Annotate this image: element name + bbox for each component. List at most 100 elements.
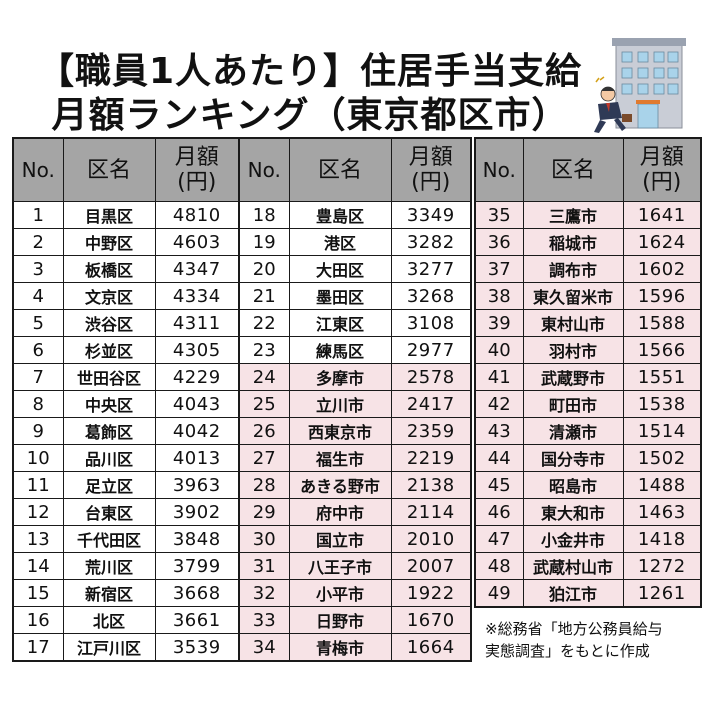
municipality-name: 品川区 <box>62 444 156 472</box>
municipality-name: 中央区 <box>62 390 156 418</box>
source-note-line2: 実態調査」をもとに作成 <box>485 642 650 660</box>
municipality-name: 北区 <box>62 606 156 634</box>
rank-number: 32 <box>238 579 290 607</box>
municipality-name: 狛江市 <box>522 579 624 608</box>
municipality-name: 小平市 <box>288 579 392 607</box>
header-amount-unit: (円) <box>642 170 682 195</box>
allowance-amount: 3848 <box>154 525 240 553</box>
table-row: 36 稲城市 1624 <box>474 228 702 256</box>
office-building-businessman-icon <box>594 38 686 133</box>
municipality-name: 渋谷区 <box>62 309 156 337</box>
municipality-name: 台東区 <box>62 498 156 526</box>
header-amount-unit: (円) <box>411 170 451 195</box>
municipality-name: 文京区 <box>62 282 156 310</box>
allowance-amount: 2417 <box>390 390 472 418</box>
table-row: 38 東久留米市 1596 <box>474 282 702 310</box>
table-row: 23 練馬区 2977 <box>238 336 472 364</box>
rank-number: 38 <box>474 282 524 310</box>
header-name: 区名 <box>288 137 392 202</box>
municipality-name: 中野区 <box>62 228 156 256</box>
rank-number: 26 <box>238 417 290 445</box>
municipality-name: 清瀬市 <box>522 417 624 445</box>
allowance-amount: 1538 <box>622 390 702 418</box>
rank-number: 4 <box>12 282 64 310</box>
municipality-name: 葛飾区 <box>62 417 156 445</box>
table-row: 30 国立市 2010 <box>238 525 472 553</box>
allowance-amount: 1272 <box>622 552 702 580</box>
table-row: 41 武蔵野市 1551 <box>474 363 702 391</box>
page-title-line1: 【職員1人あたり】住居手当支給 <box>37 51 583 92</box>
header-amount: 月額 (円) <box>154 137 240 202</box>
allowance-amount: 3902 <box>154 498 240 526</box>
allowance-amount: 3963 <box>154 471 240 499</box>
municipality-name: 昭島市 <box>522 471 624 499</box>
header-no: No. <box>474 137 524 202</box>
table-row: 20 大田区 3277 <box>238 255 472 283</box>
table-row: 37 調布市 1602 <box>474 255 702 283</box>
table3-body: 35 三鷹市 1641 36 稲城市 1624 37 調布市 1602 38 東久留米市 1596 39… <box>474 201 702 608</box>
rank-number: 14 <box>12 552 64 580</box>
rank-number: 49 <box>474 579 524 608</box>
municipality-name: 港区 <box>288 228 392 256</box>
allowance-amount: 1670 <box>390 606 472 634</box>
rank-number: 16 <box>12 606 64 634</box>
municipality-name: あきる野市 <box>288 471 392 499</box>
rank-number: 40 <box>474 336 524 364</box>
allowance-amount: 4603 <box>154 228 240 256</box>
table-row: 49 狛江市 1261 <box>474 579 702 608</box>
allowance-amount: 1502 <box>622 444 702 472</box>
municipality-name: 練馬区 <box>288 336 392 364</box>
table-row: 42 町田市 1538 <box>474 390 702 418</box>
table-row: 22 江東区 3108 <box>238 309 472 337</box>
allowance-amount: 1588 <box>622 309 702 337</box>
allowance-amount: 1551 <box>622 363 702 391</box>
table-row: 8 中央区 4043 <box>12 390 240 418</box>
allowance-amount: 4043 <box>154 390 240 418</box>
table1-body: 1 目黒区 4810 2 中野区 4603 3 板橋区 4347 4 文京区 4334 5 渋谷区 4311… <box>12 201 240 662</box>
table-row: 32 小平市 1922 <box>238 579 472 607</box>
table-row: 16 北区 3661 <box>12 606 240 634</box>
allowance-amount: 4229 <box>154 363 240 391</box>
header-name: 区名 <box>62 137 156 202</box>
rank-number: 48 <box>474 552 524 580</box>
table-row: 18 豊島区 3349 <box>238 201 472 229</box>
rank-number: 17 <box>12 633 64 662</box>
table-row: 15 新宿区 3668 <box>12 579 240 607</box>
header-amount-label: 月額 <box>408 145 453 170</box>
allowance-amount: 2138 <box>390 471 472 499</box>
table-row: 24 多摩市 2578 <box>238 363 472 391</box>
table-row: 1 目黒区 4810 <box>12 201 240 229</box>
municipality-name: 青梅市 <box>288 633 392 662</box>
allowance-amount: 1596 <box>622 282 702 310</box>
allowance-amount: 2977 <box>390 336 472 364</box>
source-note-line1: ※総務省「地方公務員給与 <box>485 620 663 638</box>
header-amount: 月額 (円) <box>622 137 702 202</box>
rank-number: 6 <box>12 336 64 364</box>
header-no: No. <box>238 137 290 202</box>
rank-number: 25 <box>238 390 290 418</box>
allowance-amount: 2010 <box>390 525 472 553</box>
table-row: 6 杉並区 4305 <box>12 336 240 364</box>
allowance-amount: 1624 <box>622 228 702 256</box>
municipality-name: 福生市 <box>288 444 392 472</box>
allowance-amount: 1488 <box>622 471 702 499</box>
allowance-amount: 3277 <box>390 255 472 283</box>
table-row: 45 昭島市 1488 <box>474 471 702 499</box>
municipality-name: 立川市 <box>288 390 392 418</box>
rank-number: 33 <box>238 606 290 634</box>
rank-number: 45 <box>474 471 524 499</box>
municipality-name: 足立区 <box>62 471 156 499</box>
table-row: 28 あきる野市 2138 <box>238 471 472 499</box>
rank-number: 10 <box>12 444 64 472</box>
allowance-amount: 1463 <box>622 498 702 526</box>
rank-number: 34 <box>238 633 290 662</box>
municipality-name: 小金井市 <box>522 525 624 553</box>
rank-number: 8 <box>12 390 64 418</box>
table-row: 9 葛飾区 4042 <box>12 417 240 445</box>
rank-number: 7 <box>12 363 64 391</box>
table-row: 14 荒川区 3799 <box>12 552 240 580</box>
rank-number: 46 <box>474 498 524 526</box>
allowance-amount: 3349 <box>390 201 472 229</box>
allowance-amount: 1641 <box>622 201 702 229</box>
allowance-amount: 4334 <box>154 282 240 310</box>
